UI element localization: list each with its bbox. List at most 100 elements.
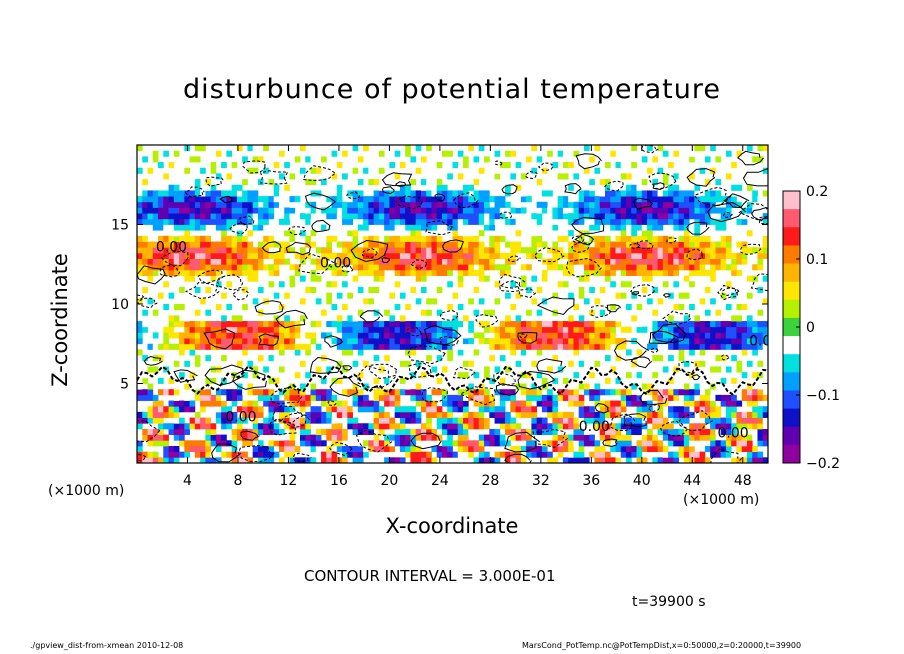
heatmap-cell [641,252,648,259]
heatmap-cell [215,406,222,413]
heatmap-cell [342,338,348,345]
heatmap-cell [200,332,206,339]
heatmap-cell [520,173,527,180]
heatmap-cell [762,145,768,152]
heatmap-cell [231,434,238,441]
heatmap-cell [352,394,359,401]
heatmap-cell [310,241,317,248]
heatmap-cell [610,190,616,197]
heatmap-cell [725,332,732,339]
heatmap-cell [484,321,490,328]
heatmap-cell [389,247,396,254]
heatmap-cell [463,372,469,379]
heatmap-cell [168,423,175,430]
contour-line [242,160,266,174]
heatmap-cell [347,258,353,265]
contour-line [666,237,677,244]
heatmap-cell [194,190,201,197]
contour-line [630,356,653,369]
heatmap-cell [331,428,338,436]
heatmap-cell [510,241,516,248]
heatmap-cell [704,343,711,350]
heatmap-cell [457,258,464,265]
contour-line [500,211,513,219]
heatmap-cell [373,355,380,362]
heatmap-cell [331,207,338,214]
heatmap-cell [142,201,148,208]
heatmap-cell [615,451,622,458]
heatmap-cell [410,156,417,163]
heatmap-cell [226,196,233,203]
heatmap-cell [673,247,680,254]
heatmap-cell [310,179,317,186]
heatmap-cell [189,213,196,220]
heatmap-cell [647,332,653,339]
heatmap-cell [526,156,532,163]
heatmap-cell [715,423,722,430]
heatmap-cell [205,264,212,271]
heatmap-cell [678,349,685,356]
heatmap-cell [347,406,353,413]
heatmap-cell [152,411,159,418]
heatmap-cell [431,457,438,463]
heatmap-cell [399,184,406,191]
heatmap-cell [631,400,637,407]
heatmap-cell [594,423,601,430]
heatmap-cell [336,184,343,191]
heatmap-cell [415,343,422,350]
heatmap-cell [436,309,443,316]
heatmap-cell [710,411,716,418]
heatmap-cell [626,457,632,463]
heatmap-cell [436,269,443,277]
heatmap-cell [552,343,559,350]
heatmap-cell [294,184,301,191]
heatmap-cell [142,207,148,214]
heatmap-cell [573,332,580,339]
contour-line [648,172,677,190]
heatmap-cell [257,457,264,463]
heatmap-cell [699,451,706,458]
heatmap-cell [599,207,606,214]
heatmap-cell [615,218,622,225]
heatmap-cell [173,230,180,237]
heatmap-cell [194,207,201,214]
heatmap-cell [420,434,427,441]
heatmap-cell [515,230,522,237]
heatmap-cell [589,389,595,396]
heatmap-cell [357,207,364,214]
heatmap-cell [620,366,627,373]
colorbar-swatch [783,191,800,210]
heatmap-cell [647,434,653,441]
heatmap-cell [137,269,143,277]
heatmap-cell [184,167,190,174]
heatmap-cell [284,406,290,413]
heatmap-cell [342,406,348,413]
heatmap-cell [252,298,259,305]
heatmap-cell [368,366,375,373]
heatmap-cell [152,451,159,458]
heatmap-cell [520,321,527,328]
heatmap-cell [194,269,201,277]
heatmap-cell [278,224,285,231]
heatmap-cell [683,338,690,345]
heatmap-cell [252,145,259,152]
heatmap-cell [662,321,669,328]
heatmap-cell [725,207,732,214]
heatmap-cell [384,252,390,259]
heatmap-cell [205,156,212,163]
heatmap-cell [641,457,648,463]
heatmap-cell [347,332,353,339]
contour-line [723,212,733,218]
heatmap-cell [226,224,233,231]
heatmap-cell [515,383,522,390]
heatmap-cell [636,400,643,407]
heatmap-cell [284,394,290,401]
heatmap-cell [194,326,201,333]
heatmap-cell [694,145,701,152]
heatmap-cell [604,451,611,458]
heatmap-cell [331,235,338,242]
heatmap-cell [394,150,401,157]
heatmap-cell [289,417,296,424]
heatmap-cell [436,213,443,220]
heatmap-cell [420,343,427,350]
